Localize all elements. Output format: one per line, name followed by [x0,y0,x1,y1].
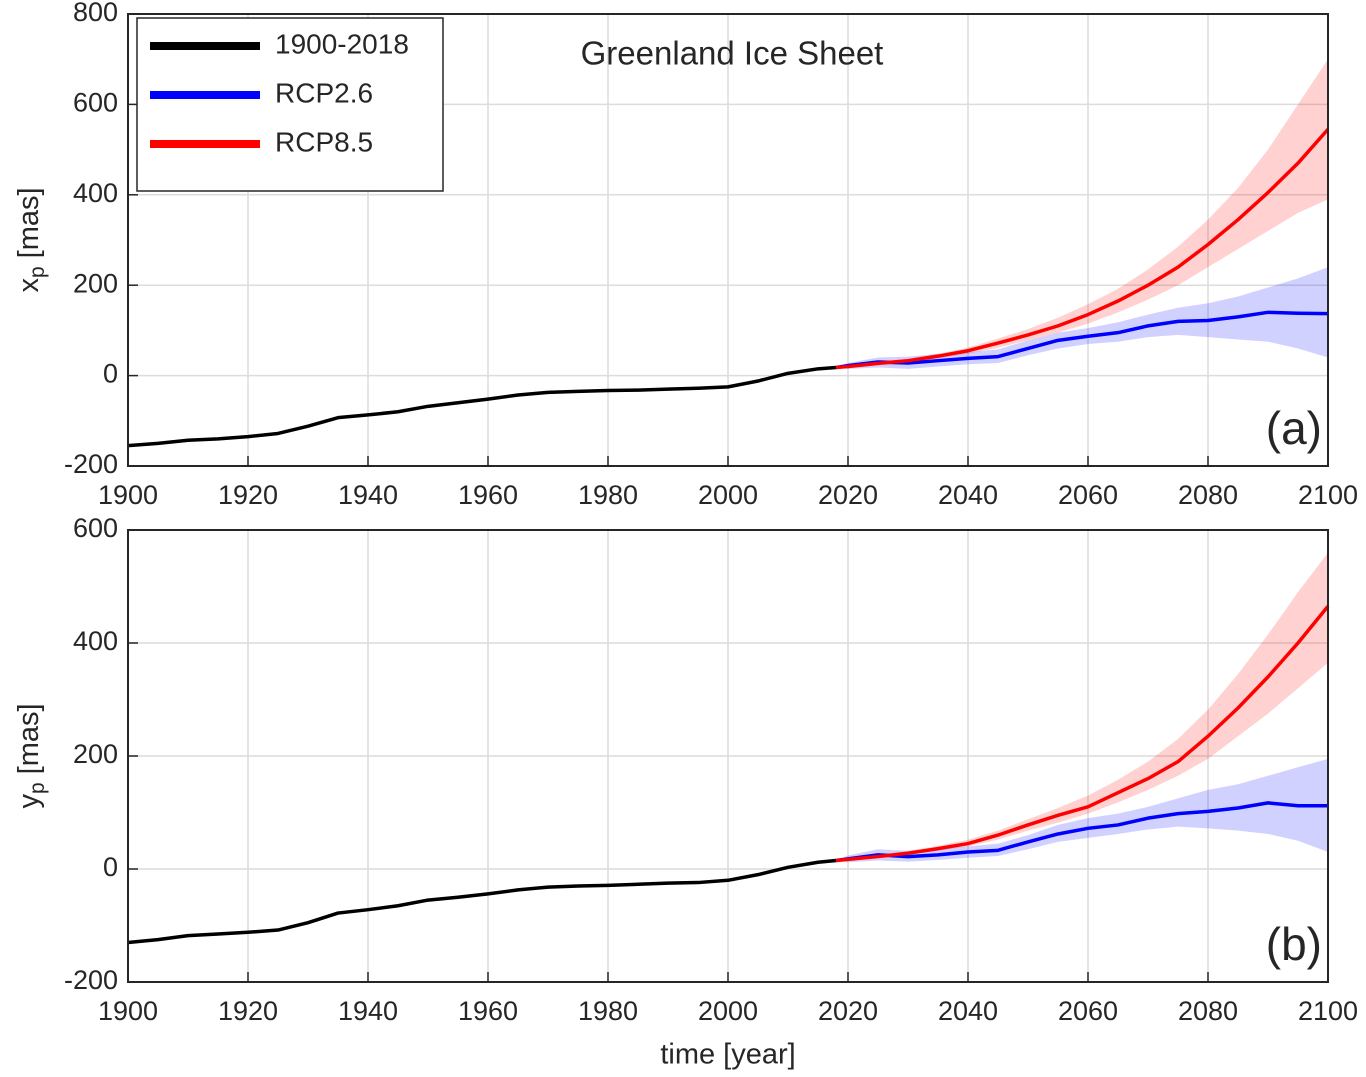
x-tick-label: 1980 [578,996,638,1026]
uncertainty-band [836,552,1328,861]
x-tick-label: 2060 [1058,996,1118,1026]
x-tick-label: 1980 [578,480,638,510]
y-tick-label: 200 [73,268,118,298]
x-tick-label: 2020 [818,480,878,510]
x-tick-label: 2000 [698,996,758,1026]
x-tick-label: 1900 [98,480,158,510]
chart-title: Greenland Ice Sheet [581,35,884,72]
x-tick-label: 1960 [458,480,518,510]
uncertainty-band [836,59,1328,368]
series-line [835,128,1330,370]
y-tick-label: 0 [103,852,118,882]
y-tick-label: 0 [103,359,118,389]
y-tick-label: 600 [73,513,118,543]
axes-box [127,13,1329,467]
panel-label: (a) [1266,402,1322,454]
panel-label: (b) [1266,918,1322,970]
y-axis-label-sub: p [26,782,49,794]
x-tick-label: 1960 [458,996,518,1026]
panel: 1900 1920 1940 1960 1980 2000 2020 2040 2060 2080… [13,513,1358,1071]
x-tick-label: 1920 [218,996,278,1026]
panel: 1900 1920 1940 1960 1980 2000 2020 2040 2060 2080… [13,0,1358,510]
x-tick-label: 1940 [338,996,398,1026]
y-axis-label-main: y [13,794,45,809]
series-line [127,858,837,945]
series-line [835,605,1330,863]
y-axis-label-unit: [mas] [13,187,45,258]
y-tick-label: -200 [64,965,118,995]
legend-label: 1900-2018 [275,28,409,59]
legend-label: RCP8.5 [275,126,373,157]
y-axis-label-unit: [mas] [13,703,45,774]
y-tick-label: 400 [73,178,118,208]
axes-box [127,529,1329,983]
y-tick-label: 600 [73,88,118,118]
y-axis-label-sub: p [26,266,49,278]
x-tick-label: 2080 [1178,480,1238,510]
x-tick-label: 2080 [1178,996,1238,1026]
x-tick-label: 1920 [218,480,278,510]
x-tick-label: 2100 [1298,996,1358,1026]
y-tick-label: 400 [73,626,118,656]
y-axis-label: yp [mas] [13,703,49,808]
y-axis-label: xp [mas] [13,187,49,292]
x-tick-label: 2040 [938,480,998,510]
x-tick-label: 2060 [1058,480,1118,510]
x-tick-label: 2040 [938,996,998,1026]
x-tick-label: 1940 [338,480,398,510]
x-axis-label: time [year] [660,1039,795,1071]
legend-label: RCP2.6 [275,77,373,108]
x-tick-label: 2100 [1298,480,1358,510]
series-line [835,801,1328,863]
series-line [127,365,837,448]
y-tick-label: 200 [73,739,118,769]
x-tick-label: 2000 [698,480,758,510]
y-tick-label: 800 [73,0,118,27]
y-tick-label: -200 [64,449,118,479]
x-tick-label: 1900 [98,996,158,1026]
x-tick-label: 2020 [818,996,878,1026]
y-axis-label-main: x [13,278,45,293]
